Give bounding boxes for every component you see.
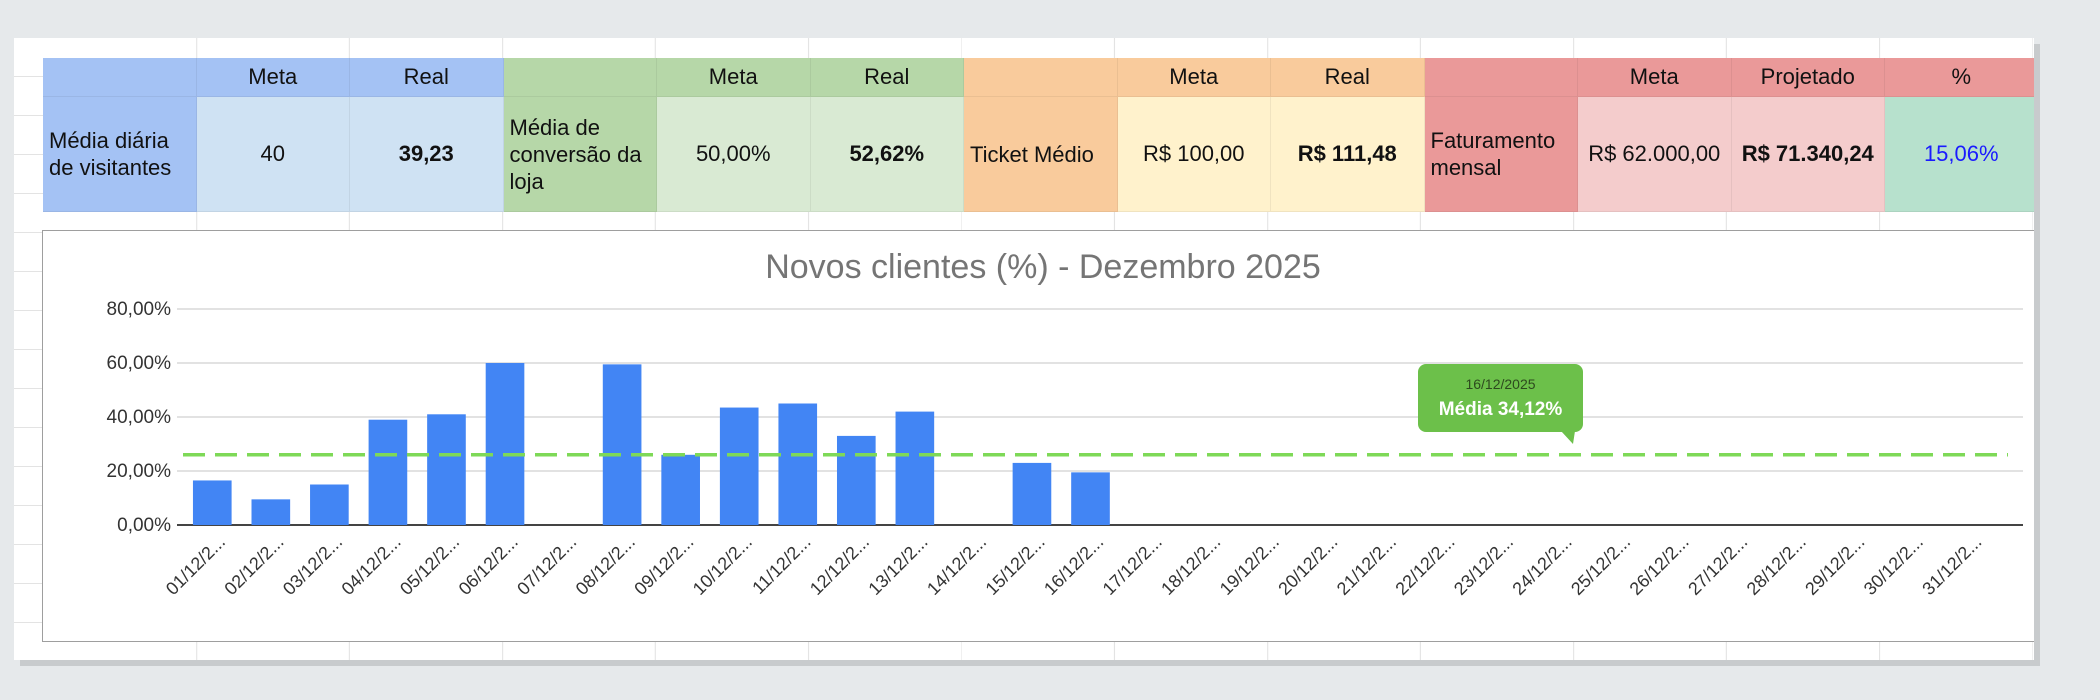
average-tooltip	[1418, 364, 1583, 432]
x-tick-label: 07/12/2...	[513, 532, 580, 599]
x-tick-label: 28/12/2...	[1743, 532, 1810, 599]
y-tick-label: 80,00%	[107, 299, 172, 320]
x-tick-label: 29/12/2...	[1801, 532, 1868, 599]
bar	[602, 364, 642, 525]
visitors-meta-header[interactable]: Meta	[196, 58, 350, 97]
ticket-real-header[interactable]: Real	[1271, 58, 1425, 97]
bar	[1071, 472, 1110, 525]
visitors-label[interactable]: Média diária de visitantes	[43, 97, 197, 212]
bar	[368, 419, 408, 525]
bar	[895, 411, 935, 525]
x-tick-label: 05/12/2...	[396, 532, 463, 599]
x-tick-label: 23/12/2...	[1450, 532, 1517, 599]
revenue-label[interactable]: Faturamento mensal	[1424, 97, 1578, 212]
revenue-pct-value[interactable]: 15,06%	[1885, 97, 2034, 212]
ticket-label[interactable]: Ticket Médio	[964, 97, 1118, 212]
tooltip-text: Média 34,12%	[1439, 399, 1563, 420]
conversion-real-header[interactable]: Real	[810, 58, 964, 97]
x-tick-label: 03/12/2...	[279, 532, 346, 599]
visitors-meta-value[interactable]: 40	[196, 97, 350, 212]
revenue-meta-header[interactable]: Meta	[1578, 58, 1732, 97]
bar	[485, 363, 525, 525]
x-tick-label: 20/12/2...	[1274, 532, 1341, 599]
visitors-real-value[interactable]: 39,23	[350, 97, 504, 212]
x-tick-label: 27/12/2...	[1684, 532, 1751, 599]
ticket-real-value[interactable]: R$ 111,48	[1271, 97, 1425, 212]
x-tick-label: 21/12/2...	[1333, 532, 1400, 599]
revenue-projected-value[interactable]: R$ 71.340,24	[1731, 97, 1885, 212]
conversion-header-blank[interactable]	[503, 58, 657, 97]
revenue-meta-value[interactable]: R$ 62.000,00	[1578, 97, 1732, 212]
bar	[192, 480, 232, 525]
x-tick-label: 09/12/2...	[630, 532, 697, 599]
x-tick-label: 26/12/2...	[1626, 532, 1693, 599]
ticket-header-blank[interactable]	[964, 58, 1118, 97]
x-tick-label: 08/12/2...	[572, 532, 639, 599]
x-tick-label: 10/12/2...	[689, 532, 756, 599]
conversion-real-value[interactable]: 52,62%	[810, 97, 964, 212]
x-tick-label: 02/12/2...	[220, 532, 287, 599]
bar	[836, 435, 876, 525]
ticket-meta-value[interactable]: R$ 100,00	[1117, 97, 1271, 212]
conversion-meta-header[interactable]: Meta	[657, 58, 811, 97]
bar	[719, 407, 759, 525]
revenue-projected-header[interactable]: Projetado	[1731, 58, 1885, 97]
x-tick-label: 11/12/2...	[748, 532, 814, 598]
x-tick-label: 18/12/2...	[1157, 532, 1224, 599]
x-tick-label: 14/12/2...	[923, 532, 990, 599]
x-tick-label: 25/12/2...	[1567, 532, 1634, 599]
x-tick-label: 31/12/2...	[1918, 532, 1985, 599]
x-tick-label: 12/12/2...	[806, 532, 873, 599]
x-tick-label: 06/12/2...	[455, 532, 522, 599]
y-tick-label: 0,00%	[117, 515, 171, 536]
bar	[427, 414, 466, 525]
bar	[251, 499, 291, 525]
conversion-meta-value[interactable]: 50,00%	[657, 97, 811, 212]
ticket-meta-header[interactable]: Meta	[1117, 58, 1271, 97]
visitors-real-header[interactable]: Real	[350, 58, 504, 97]
spreadsheet: Meta Real Meta Real Meta Real Meta Proje…	[14, 38, 2034, 660]
x-tick-label: 22/12/2...	[1391, 532, 1458, 599]
metrics-table: Meta Real Meta Real Meta Real Meta Proje…	[43, 58, 2034, 212]
x-tick-label: 15/12/2...	[982, 532, 1049, 599]
y-tick-label: 20,00%	[107, 461, 172, 482]
revenue-pct-header[interactable]: %	[1885, 58, 2034, 97]
tooltip-pointer	[1561, 431, 1575, 444]
x-tick-label: 16/12/2...	[1040, 532, 1107, 599]
x-tick-label: 19/12/2...	[1216, 532, 1283, 599]
conversion-label[interactable]: Média de conversão da loja	[503, 97, 657, 212]
bar	[661, 454, 700, 525]
x-tick-label: 30/12/2...	[1860, 532, 1927, 599]
x-tick-label: 04/12/2...	[338, 532, 405, 599]
bar	[310, 484, 349, 525]
bar	[1012, 462, 1052, 525]
chart-canvas: Novos clientes (%) - Dezembro 2025 0,00% 2…	[107, 248, 2023, 599]
chart-title: Novos clientes (%) - Dezembro 2025	[765, 248, 1321, 286]
bar	[778, 403, 818, 525]
revenue-header-blank[interactable]	[1424, 58, 1578, 97]
x-tick-label: 24/12/2...	[1508, 532, 1575, 599]
x-tick-label: 13/12/2...	[864, 532, 931, 599]
visitors-header-blank[interactable]	[43, 58, 197, 97]
x-tick-label: 01/12/2...	[162, 532, 229, 599]
x-tick-label: 17/12/2...	[1099, 532, 1166, 599]
y-tick-label: 60,00%	[107, 353, 172, 374]
new-clients-chart[interactable]: Novos clientes (%) - Dezembro 2025 0,00% 2…	[42, 230, 2034, 642]
y-tick-label: 40,00%	[107, 407, 172, 428]
tooltip-date: 16/12/2025	[1465, 376, 1535, 392]
